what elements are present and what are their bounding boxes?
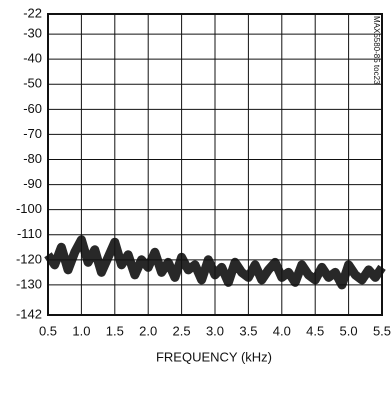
x-tick-label: 0.5 [39,323,57,338]
y-tick-label: -60 [23,101,42,116]
x-tick-label: 5.0 [340,323,358,338]
annotation: MAX5580-85 toc23 [372,16,381,85]
y-tick-label: -120 [16,251,42,266]
x-tick-label: 4.5 [306,323,324,338]
x-tick-label: 1.0 [72,323,90,338]
y-tick-label: -22 [23,5,42,20]
y-tick-label: -110 [17,226,42,241]
y-tick-label: -80 [23,151,42,166]
x-tick-label: 4.0 [273,323,291,338]
x-tick-label: 3.0 [206,323,224,338]
x-tick-label: 2.5 [173,323,191,338]
y-tick-label: -100 [16,201,42,216]
x-tick-label: 1.5 [106,323,124,338]
x-tick-label: 2.0 [139,323,157,338]
noise-trace [44,235,386,290]
x-axis-label: FREQUENCY (kHz) [156,349,272,364]
y-tick-label: -30 [23,26,42,41]
y-tick-label: -130 [16,276,42,291]
y-tick-label: -70 [23,126,42,141]
y-tick-label: -50 [23,76,42,91]
y-tick-label: -40 [23,51,42,66]
x-tick-label: 5.5 [373,323,391,338]
y-tick-label: -142 [16,306,42,321]
plot-frame [47,13,383,316]
y-tick-label: -90 [23,176,42,191]
x-tick-label: 3.5 [239,323,257,338]
